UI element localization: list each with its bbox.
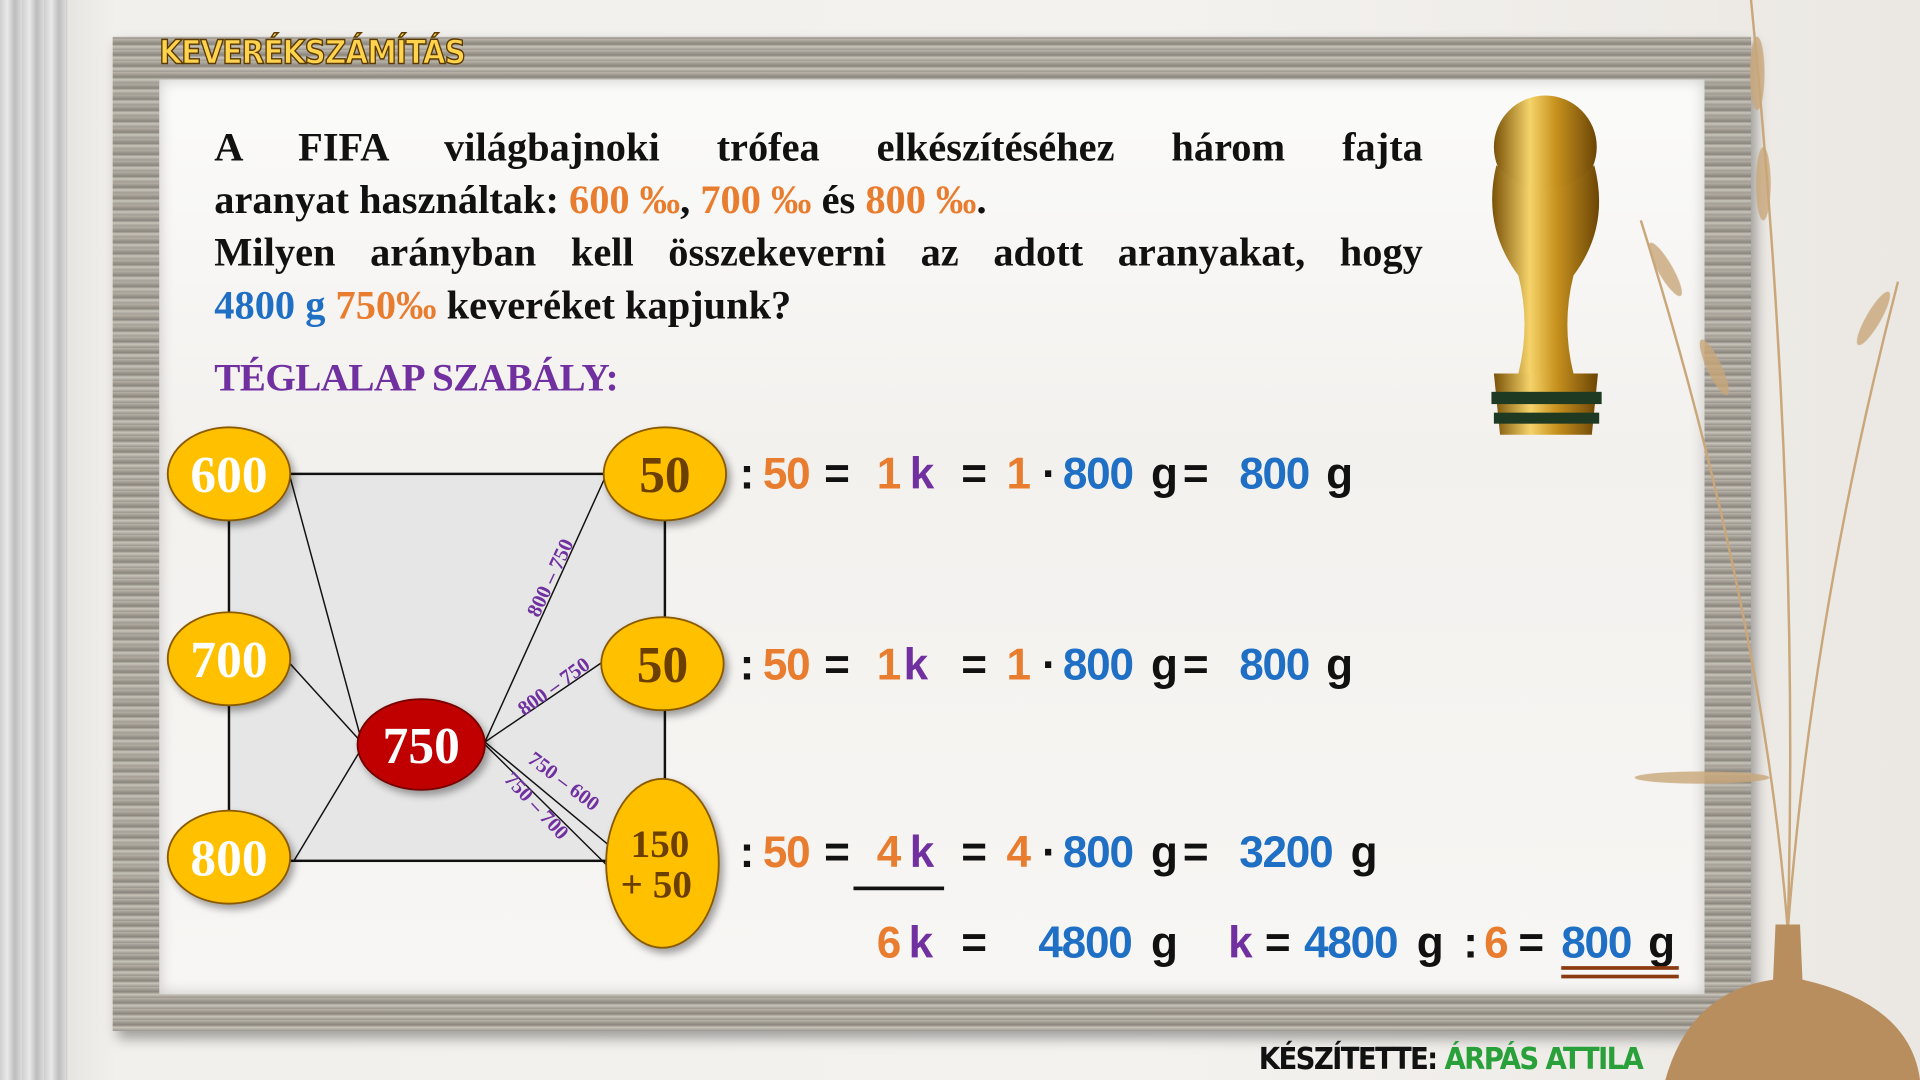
curtain	[0, 0, 68, 1080]
text: aranyat használtak:	[214, 178, 559, 223]
eq-token: :	[1463, 917, 1478, 968]
eq-token: =	[1182, 826, 1209, 877]
eq-token: 4800	[1304, 917, 1398, 968]
eq-token: 50	[762, 826, 811, 877]
eq-token: =	[961, 917, 987, 968]
eq-token: 1	[876, 639, 902, 690]
eq-token: 800	[1062, 639, 1134, 690]
eq-token: =	[1182, 448, 1209, 499]
mass-value: 4800 g	[214, 284, 326, 329]
eq-token: =	[1518, 917, 1544, 968]
eq-token: 50	[762, 448, 811, 499]
eq-token: 4800	[1038, 917, 1132, 968]
eq-token: ·	[1042, 448, 1057, 499]
eq-token: :	[739, 639, 755, 690]
eq-token: =	[824, 639, 850, 690]
eq-token: =	[961, 826, 987, 877]
eq-token: g	[1151, 639, 1178, 690]
eq-token: g	[1326, 448, 1353, 499]
plant-decoration	[1634, 0, 1920, 1080]
rule-title: TÉGLALAP SZABÁLY:	[214, 355, 619, 400]
eq-token: 1	[1006, 639, 1032, 690]
text: .	[976, 178, 987, 223]
author-label: KÉSZÍTETTE:	[1258, 1040, 1438, 1077]
eq-token: 50	[762, 639, 811, 690]
result-underline	[1561, 966, 1679, 970]
text: keveréket kapjunk?	[446, 284, 792, 329]
part-3-a: 150	[631, 823, 690, 866]
eq-token: =	[961, 448, 987, 499]
rectangle-rule-diagram: 800 – 750 800 – 750 750 – 600 750 – 700 …	[166, 426, 728, 949]
eq-token: k	[909, 448, 935, 499]
target-value: 750‰	[335, 284, 437, 329]
eq-token: 800	[1062, 448, 1134, 499]
eq-token: g	[1350, 826, 1378, 877]
input-800: 800	[190, 831, 267, 888]
eq-token: 4	[1006, 826, 1032, 877]
author-credit: KÉSZÍTETTE: ÁRPÁS ATTILA	[1258, 1040, 1644, 1077]
eq-token: g	[1326, 639, 1353, 690]
eq-token: g	[1151, 448, 1178, 499]
eq-token: 3200	[1239, 826, 1333, 877]
eq-token: 800	[1239, 448, 1310, 499]
part-3-oval	[605, 777, 720, 949]
eq-token: g	[1151, 826, 1178, 877]
eq-token: :	[739, 826, 755, 877]
eq-token: k	[903, 639, 929, 690]
eq-token: k	[908, 917, 934, 968]
slide-title: KEVERÉKSZÁMÍTÁS	[159, 34, 467, 73]
problem-line-4: 4800 g 750‰ keveréket kapjunk?	[214, 280, 1423, 333]
eq-token: =	[824, 448, 850, 499]
problem-line-2: aranyat használtak: 600 ‰, 700 ‰ és 800 …	[214, 175, 1423, 228]
part-2: 50	[637, 637, 688, 694]
part-1: 50	[639, 447, 690, 504]
input-600: 600	[190, 447, 267, 504]
eq-token: 800	[1239, 639, 1310, 690]
part-3-b: + 50	[621, 864, 692, 907]
eq-token: 1	[876, 448, 902, 499]
sum-line	[853, 886, 945, 891]
eq-token: g	[1151, 917, 1178, 968]
eq-token: 1	[1006, 448, 1032, 499]
value-600: 600 ‰	[569, 178, 681, 223]
trophy-image	[1491, 95, 1602, 435]
problem-text: A FIFA világbajnoki trófea elkészítéséhe…	[214, 122, 1423, 333]
eq-token: 6	[876, 917, 902, 968]
author-name: ÁRPÁS ATTILA	[1444, 1040, 1643, 1077]
eq-token: :	[739, 448, 755, 499]
eq-token: k	[1228, 917, 1253, 968]
eq-token: g	[1416, 917, 1444, 968]
eq-token: 4	[876, 826, 902, 877]
input-800-oval	[166, 809, 292, 905]
part-1-oval	[602, 426, 728, 522]
eq-token: =	[1182, 639, 1209, 690]
text: és	[821, 178, 856, 223]
eq-token: k	[909, 826, 935, 877]
eq-token: ·	[1042, 639, 1057, 690]
problem-line-1: A FIFA világbajnoki trófea elkészítéséhe…	[214, 126, 1423, 171]
value-800: 800 ‰	[865, 178, 977, 223]
part-2-oval	[600, 616, 725, 712]
eq-token: 800	[1062, 826, 1134, 877]
input-600-oval	[166, 426, 292, 522]
input-700-oval	[166, 611, 292, 707]
text: ,	[680, 178, 691, 223]
rule-rectangle	[227, 472, 667, 863]
eq-token: g	[1648, 917, 1675, 968]
input-700: 700	[190, 632, 267, 689]
eq-token: =	[824, 826, 850, 877]
connector-lines	[288, 474, 610, 866]
target-750: 750	[383, 718, 460, 775]
eq-token: =	[961, 639, 987, 690]
eq-token: 6	[1484, 917, 1509, 968]
eq-token: ·	[1042, 826, 1057, 877]
eq-token: 800	[1561, 917, 1632, 968]
problem-line-3: Milyen arányban kell összekeverni az ado…	[214, 231, 1423, 276]
value-700: 700 ‰	[700, 178, 812, 223]
target-750-oval	[356, 698, 486, 791]
result-underline	[1561, 974, 1679, 979]
eq-token: =	[1264, 917, 1291, 968]
